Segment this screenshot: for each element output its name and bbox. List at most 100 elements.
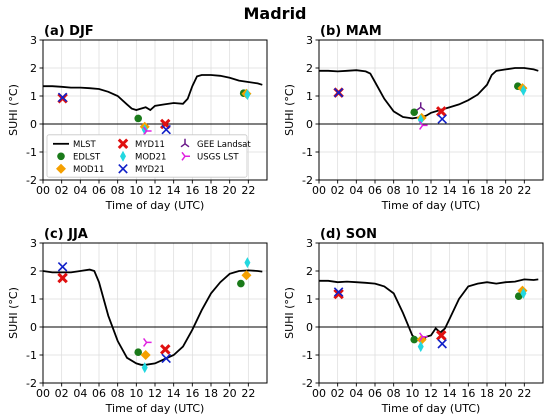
tick-label-y: 0 — [306, 118, 313, 131]
point-usgs-lst — [419, 120, 428, 130]
point-myd21 — [161, 353, 171, 364]
legend-label: USGS LST — [197, 152, 239, 162]
tick-label-y: -1 — [302, 146, 313, 159]
figure-title: Madrid — [244, 4, 307, 23]
point-usgs-lst — [143, 126, 152, 136]
series-line-mlst — [319, 67, 539, 120]
tick-label-y: 3 — [30, 237, 37, 250]
tick-label-x: 14 — [443, 184, 457, 197]
tick-label-x: 16 — [185, 387, 199, 400]
panel-title: (b) MAM — [320, 24, 382, 39]
series-line-mlst — [319, 278, 539, 343]
tick-label-x: 22 — [241, 387, 255, 400]
point-myd21 — [57, 92, 68, 103]
point-myd11 — [436, 106, 447, 117]
tick-label-x: 02 — [55, 184, 69, 197]
point-myd21 — [333, 87, 344, 98]
point-edlst — [134, 348, 142, 357]
legend-marker — [180, 138, 190, 148]
tick-label-x: 18 — [480, 184, 494, 197]
y-axis-label: SUHI (°C) — [283, 287, 296, 339]
tick-label-x: 18 — [480, 387, 494, 400]
legend-box — [46, 134, 248, 178]
point-edlst — [410, 108, 419, 117]
tick-label-x: 16 — [461, 184, 475, 197]
panel-title: (a) DJF — [44, 24, 94, 39]
tick-label-y: 0 — [30, 321, 37, 334]
tick-label-y: 0 — [30, 118, 37, 131]
point-myd21 — [333, 287, 344, 297]
tick-label-x: 02 — [331, 184, 345, 197]
tick-label-x: 10 — [129, 387, 143, 400]
tick-label-x: 22 — [517, 387, 531, 400]
tick-label-x: 06 — [92, 184, 106, 197]
point-myd11 — [160, 344, 171, 355]
tick-label-x: 08 — [111, 387, 125, 400]
tick-label-y: 1 — [30, 293, 37, 306]
tick-label-y: 1 — [306, 90, 313, 103]
point-myd11 — [333, 288, 344, 300]
tick-label-y: 2 — [30, 265, 37, 278]
tick-label-x: 14 — [443, 387, 457, 400]
panel-title: (d) SON — [320, 227, 377, 242]
tick-label-x: 06 — [368, 184, 382, 197]
tick-label-x: 00 — [36, 387, 50, 400]
tick-label-x: 14 — [167, 184, 181, 197]
point-usgs-lst — [419, 332, 428, 342]
point-mod21 — [417, 114, 424, 126]
legend-marker — [181, 151, 190, 161]
y-axis-label: SUHI (°C) — [283, 84, 296, 136]
point-mod21 — [520, 287, 527, 299]
x-axis-label: Time of day (UTC) — [381, 402, 481, 415]
tick-label-x: 14 — [167, 387, 181, 400]
point-mod11 — [140, 350, 151, 360]
tick-label-x: 06 — [368, 387, 382, 400]
point-mod21 — [141, 362, 148, 374]
tick-label-y: 1 — [306, 293, 313, 306]
legend-label: MOD21 — [135, 152, 166, 162]
tick-label-x: 06 — [92, 387, 106, 400]
point-mod21 — [520, 84, 527, 96]
legend-marker — [56, 163, 66, 174]
legend-marker — [57, 152, 65, 161]
legend-label: MOD11 — [73, 165, 104, 175]
tick-label-x: 02 — [331, 387, 345, 400]
tick-label-x: 04 — [349, 184, 363, 197]
point-myd21 — [161, 124, 171, 135]
y-axis-label: SUHI (°C) — [7, 287, 20, 339]
tick-label-y: 3 — [306, 34, 313, 47]
legend-label: MLST — [73, 140, 96, 150]
tick-label-x: 16 — [461, 387, 475, 400]
point-edlst — [514, 292, 523, 301]
tick-label-y: 2 — [306, 62, 313, 75]
legend-marker — [120, 150, 126, 162]
y-axis-label: SUHI (°C) — [7, 84, 20, 136]
point-mod21 — [417, 341, 424, 353]
point-mod11 — [241, 270, 252, 281]
tick-label-x: 12 — [148, 387, 162, 400]
tick-label-x: 12 — [424, 184, 438, 197]
tick-label-y: 0 — [306, 321, 313, 334]
tick-label-x: 00 — [36, 184, 50, 197]
tick-label-x: 16 — [185, 184, 199, 197]
point-usgs-lst — [143, 337, 152, 347]
point-edlst — [237, 279, 245, 288]
tick-label-x: 04 — [349, 387, 363, 400]
x-axis-label: Time of day (UTC) — [381, 199, 481, 212]
tick-label-x: 20 — [499, 387, 513, 400]
panel-title: (c) JJA — [44, 227, 88, 242]
legend-marker — [118, 164, 128, 174]
tick-label-x: 10 — [129, 184, 143, 197]
point-myd21 — [57, 262, 68, 272]
point-edlst — [134, 114, 142, 123]
tick-label-y: -1 — [302, 349, 313, 362]
tick-label-x: 00 — [312, 387, 326, 400]
tick-label-y: 2 — [306, 265, 313, 278]
tick-label-x: 08 — [387, 387, 401, 400]
tick-label-y: 3 — [306, 237, 313, 250]
tick-label-y: -1 — [26, 146, 37, 159]
legend-label: MYD11 — [135, 140, 165, 150]
